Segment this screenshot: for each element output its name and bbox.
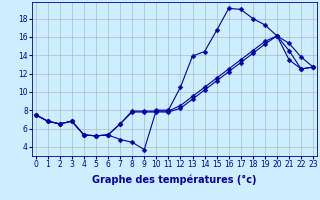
X-axis label: Graphe des températures (°c): Graphe des températures (°c) [92,175,257,185]
